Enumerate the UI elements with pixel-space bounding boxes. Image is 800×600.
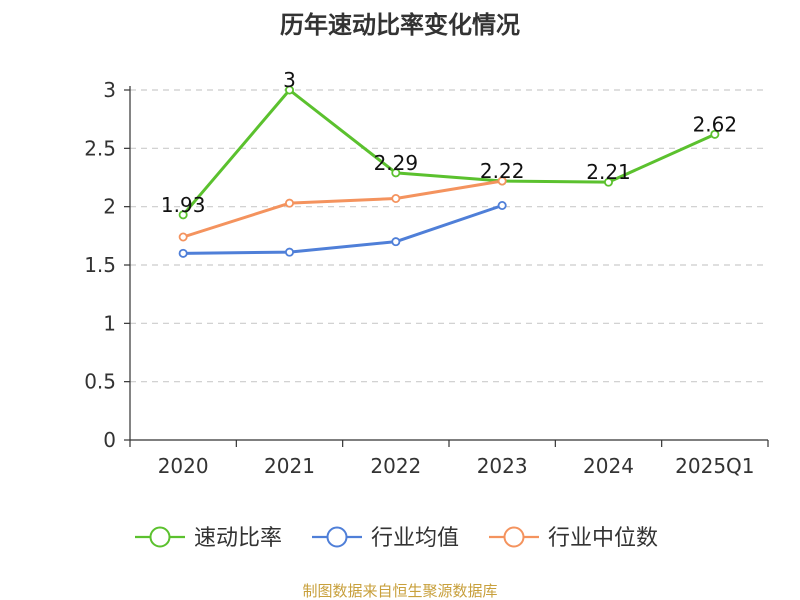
x-axis-ticks: 2020 2021 2022 2023 2024 2025Q1	[129, 440, 769, 478]
x-tick-label: 2020	[158, 454, 209, 478]
data-label: 3	[283, 68, 296, 92]
data-point	[178, 248, 188, 258]
data-point	[391, 237, 401, 247]
legend: 速动比率 行业均值 行业中位数	[135, 526, 658, 551]
legend-item-2[interactable]: 行业中位数	[489, 526, 658, 551]
data-point	[178, 210, 188, 220]
data-point	[284, 85, 294, 95]
data-point	[284, 198, 294, 208]
y-tick-label: 2	[103, 195, 116, 219]
series-markers	[178, 85, 720, 258]
legend-marker-icon	[326, 526, 348, 548]
data-point	[391, 193, 401, 203]
data-point	[604, 177, 614, 187]
x-tick-label: 2022	[370, 454, 421, 478]
y-tick-label: 1.5	[84, 253, 116, 277]
y-tick-label: 0	[103, 428, 116, 452]
data-point	[284, 247, 294, 257]
series-line-0	[181, 88, 717, 217]
data-labels: 1.93 3 2.29 2.22 2.21 2.62	[161, 68, 737, 217]
series-lines	[181, 88, 717, 255]
data-label: 2.21	[586, 160, 631, 184]
data-point	[710, 129, 720, 139]
legend-marker-icon	[149, 526, 171, 548]
legend-label: 速动比率	[194, 526, 282, 551]
y-tick-label: 3	[103, 78, 116, 102]
data-point	[497, 200, 507, 210]
legend-item-1[interactable]: 行业均值	[312, 526, 459, 551]
data-label: 2.22	[480, 159, 525, 183]
legend-label: 行业中位数	[548, 526, 658, 551]
source-note: 制图数据来自恒生聚源数据库	[302, 582, 497, 600]
x-tick-label: 2024	[583, 454, 634, 478]
grid-lines	[130, 89, 768, 383]
data-label: 2.29	[374, 151, 419, 175]
series-line-2	[181, 179, 504, 239]
data-point	[497, 176, 507, 186]
chart-title: 历年速动比率变化情况	[280, 11, 520, 39]
y-tick-label: 1	[103, 311, 116, 335]
data-point	[391, 168, 401, 178]
data-label: 1.93	[161, 193, 206, 217]
data-point	[178, 232, 188, 242]
y-axis-ticks: 0 0.5 1 1.5 2 2.5 3	[84, 78, 130, 452]
axes	[129, 86, 768, 441]
series-line-1	[181, 204, 504, 255]
y-tick-label: 0.5	[84, 370, 116, 394]
x-tick-label: 2025Q1	[675, 454, 754, 478]
legend-label: 行业均值	[371, 526, 459, 551]
y-tick-label: 2.5	[84, 136, 116, 160]
legend-item-0[interactable]: 速动比率	[135, 526, 282, 551]
x-tick-label: 2023	[477, 454, 528, 478]
data-label: 2.62	[693, 112, 738, 136]
legend-marker-icon	[503, 526, 525, 548]
x-tick-label: 2021	[264, 454, 315, 478]
